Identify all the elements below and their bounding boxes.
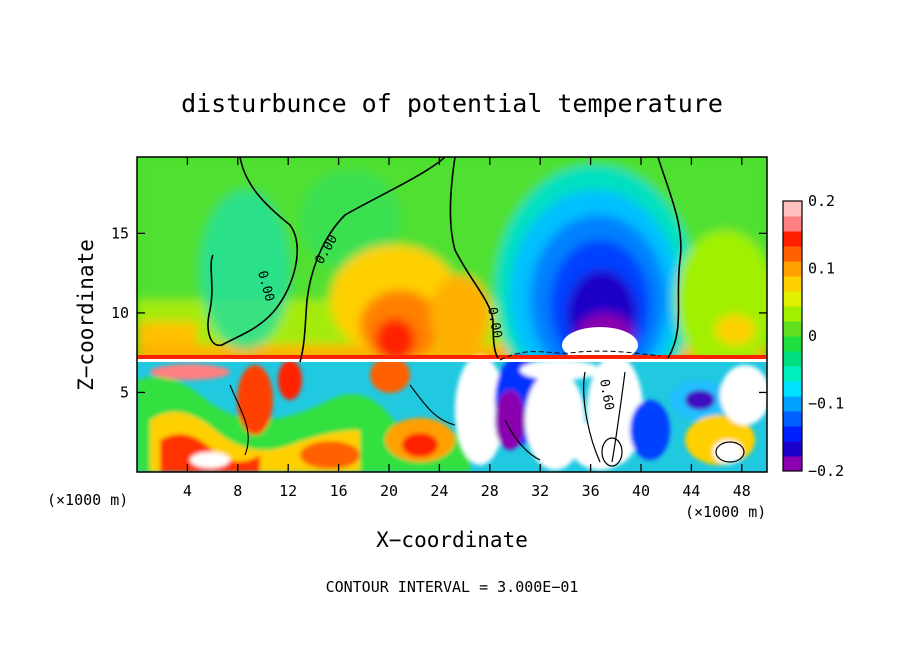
colorbar-label-4: −0.2 (808, 462, 844, 480)
y-tick-label-10: 10 (111, 304, 129, 322)
colorbar-swatch-0 (783, 456, 802, 472)
x-tick-label-36: 36 (582, 482, 600, 500)
colorbar-swatch-1 (783, 441, 802, 457)
colorbar-swatch-15 (783, 231, 802, 247)
x-axis-label: X−coordinate (376, 528, 528, 552)
contour-label-4: 0.60 (596, 378, 616, 411)
x-unit-left: (×1000 m) (47, 491, 128, 509)
colorbar-label-2: 0 (808, 327, 817, 345)
x-tick-label-16: 16 (330, 482, 348, 500)
plot-frame (136, 156, 768, 473)
upper-field (137, 157, 767, 415)
x-tick-label-4: 4 (183, 482, 192, 500)
colorbar-label-0: 0.2 (808, 192, 835, 210)
x-tick-label-44: 44 (682, 482, 700, 500)
contour-label-3: 0.00 (484, 306, 504, 339)
colorbar-swatch-10 (783, 306, 802, 322)
boundary-layer (137, 355, 767, 472)
plot-area: 0.00 0.00 0.00 0.60 (137, 157, 767, 472)
colorbar-swatch-7 (783, 351, 802, 367)
y-tick-label-15: 15 (111, 224, 129, 242)
y-tick-label-5: 5 (120, 383, 129, 401)
colorbar-swatch-17 (783, 201, 802, 217)
contour-lines (207, 157, 745, 467)
colorbar-swatch-12 (783, 276, 802, 292)
x-unit-right: (×1000 m) (685, 503, 766, 521)
colorbar-swatch-16 (783, 216, 802, 232)
y-axis-label: Z−coordinate (74, 239, 98, 391)
colorbar-swatch-3 (783, 411, 802, 427)
x-tick-label-40: 40 (632, 482, 650, 500)
colorbar-label-3: −0.1 (808, 395, 844, 413)
colorbar-swatch-5 (783, 381, 802, 397)
colorbar-swatch-4 (783, 396, 802, 412)
contour-interval-note: CONTOUR INTERVAL = 3.000E−01 (326, 578, 579, 596)
colorbar-label-1: 0.1 (808, 260, 835, 278)
colorbar-swatch-13 (783, 261, 802, 277)
x-tick-label-24: 24 (430, 482, 448, 500)
colorbar: 0.2 0.1 0 −0.1 −0.2 (782, 192, 844, 480)
chart-title: disturbunce of potential temperature (181, 89, 723, 118)
colorbar-swatch-14 (783, 246, 802, 262)
x-tick-label-48: 48 (733, 482, 751, 500)
colorbar-swatch-8 (783, 336, 802, 352)
x-tick-label-8: 8 (233, 482, 242, 500)
colorbar-frame (782, 200, 803, 472)
colorbar-swatch-11 (783, 291, 802, 307)
colorbar-swatch-2 (783, 426, 802, 442)
x-tick-label-32: 32 (531, 482, 549, 500)
x-tick-label-12: 12 (279, 482, 297, 500)
x-tick-label-28: 28 (481, 482, 499, 500)
colorbar-swatch-9 (783, 321, 802, 337)
x-tick-label-20: 20 (380, 482, 398, 500)
colorbar-swatch-6 (783, 366, 802, 382)
